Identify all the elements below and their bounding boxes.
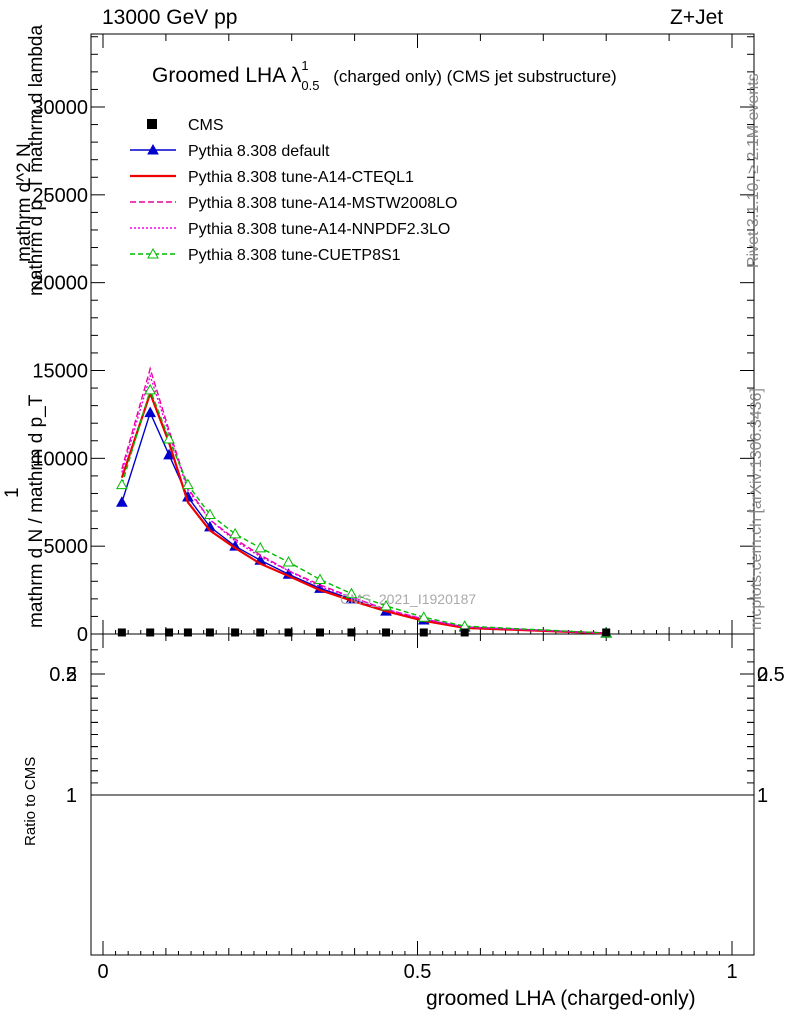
ratio-tick-label-right: 2 bbox=[757, 664, 768, 686]
y-tick-label: 30000 bbox=[32, 97, 88, 119]
series-point-4 bbox=[345, 587, 358, 599]
chart-title-lambda: λ bbox=[290, 64, 302, 87]
y-tick-label: 5000 bbox=[44, 536, 89, 558]
ratio-tick-label-right: 1 bbox=[757, 785, 768, 807]
cms-data-point bbox=[205, 628, 214, 637]
legend: CMS Pythia 8.308 default Pythia 8.308 tune… bbox=[130, 117, 457, 264]
y-tick-label: 15000 bbox=[32, 361, 88, 383]
cms-data-point bbox=[316, 628, 325, 637]
cms-data-point bbox=[165, 628, 174, 637]
header-left-label: 13000 GeV pp bbox=[102, 6, 238, 29]
y-tick-label: 10000 bbox=[32, 448, 88, 470]
cms-data-point bbox=[419, 628, 428, 637]
legend-label-5: Pythia 8.308 tune-CUETP8S1 bbox=[188, 247, 401, 264]
legend-cms-marker bbox=[147, 119, 157, 129]
ratio-tick-label-right: 0.5 bbox=[757, 664, 785, 686]
cms-data-point bbox=[117, 628, 126, 637]
series-point-4 bbox=[144, 383, 157, 395]
series-point-4 bbox=[380, 599, 392, 611]
ratio-y-axis-label: Ratio to CMS bbox=[22, 756, 39, 846]
y-axis-label-numerator-2: mathrm d p_T mathrm d lambda bbox=[26, 24, 47, 296]
series-point-4 bbox=[417, 611, 430, 622]
x-tick-label: 0 bbox=[97, 961, 108, 983]
series-point-4 bbox=[182, 478, 194, 490]
series-line-1 bbox=[120, 390, 607, 635]
header-right-label: Z+Jet bbox=[670, 6, 724, 29]
series-line-3 bbox=[121, 373, 607, 634]
x-tick-label: 1 bbox=[726, 961, 737, 983]
rivet-version-label: Rivet 3.1.10, ≥ 2.1M events bbox=[745, 73, 762, 268]
analysis-watermark: CMS_2021_I1920187 bbox=[340, 591, 477, 607]
legend-marker-1 bbox=[147, 143, 159, 155]
y-axis-label-denominator: mathrm d N / mathrm d p_T bbox=[26, 394, 47, 628]
legend-marker-5 bbox=[147, 247, 159, 259]
series-point-0 bbox=[163, 448, 175, 460]
x-axis-label: groomed LHA (charged-only) bbox=[426, 987, 696, 1010]
y-tick-label: 20000 bbox=[32, 273, 88, 295]
chart-title-sub: 0.5 bbox=[301, 78, 320, 93]
legend-label-1: Pythia 8.308 default bbox=[188, 143, 330, 160]
mcplots-label: mcplots.cern.ch [arXiv:1306.3436] bbox=[748, 388, 765, 630]
series-point-4 bbox=[229, 527, 241, 539]
legend-label-2: Pythia 8.308 tune-A14-CTEQL1 bbox=[188, 169, 414, 186]
chart-title-suffix: (charged only) (CMS jet substructure) bbox=[333, 67, 617, 86]
ratio-plot-area bbox=[90, 633, 755, 956]
series-point-4 bbox=[282, 555, 295, 567]
cms-data-point bbox=[460, 628, 469, 637]
series-point-4 bbox=[163, 432, 175, 444]
series-point-4 bbox=[314, 573, 326, 585]
series-point-4 bbox=[116, 478, 128, 490]
y-tick-label: 25000 bbox=[32, 185, 88, 207]
chart-title-text: Groomed LHA bbox=[152, 64, 286, 87]
legend-label-0: CMS bbox=[188, 117, 224, 134]
ratio-tick-label-left: 2 bbox=[66, 664, 77, 686]
cms-data-point bbox=[382, 628, 391, 637]
cms-data-point bbox=[256, 628, 265, 637]
series-point-4 bbox=[204, 508, 216, 520]
x-tick-label: 0.5 bbox=[404, 961, 432, 983]
cms-data-point bbox=[231, 628, 240, 637]
y-tick-label: 0 bbox=[77, 624, 88, 646]
series-line-4 bbox=[121, 387, 607, 634]
cms-data-point bbox=[183, 628, 192, 637]
chart-title: Groomed LHA λ 1 0.5 (charged only) (CMS je… bbox=[152, 58, 617, 93]
ratio-tick-label-left: 1 bbox=[66, 785, 77, 807]
series-point-0 bbox=[144, 406, 157, 418]
cms-data-point bbox=[284, 628, 293, 637]
y-axis-label-one: 1 bbox=[2, 487, 23, 498]
legend-label-4: Pythia 8.308 tune-A14-NNPDF2.3LO bbox=[188, 221, 450, 238]
cms-data-point bbox=[347, 628, 356, 637]
cms-data-point bbox=[602, 628, 611, 637]
chart-title-sup: 1 bbox=[301, 58, 309, 73]
cms-data-point bbox=[146, 628, 155, 637]
series-point-0 bbox=[116, 496, 128, 507]
ratio-tick-label-left: 0.5 bbox=[49, 664, 77, 686]
legend-label-3: Pythia 8.308 tune-A14-MSTW2008LO bbox=[188, 195, 457, 212]
series-point-4 bbox=[254, 541, 267, 553]
series-layer bbox=[116, 366, 613, 638]
